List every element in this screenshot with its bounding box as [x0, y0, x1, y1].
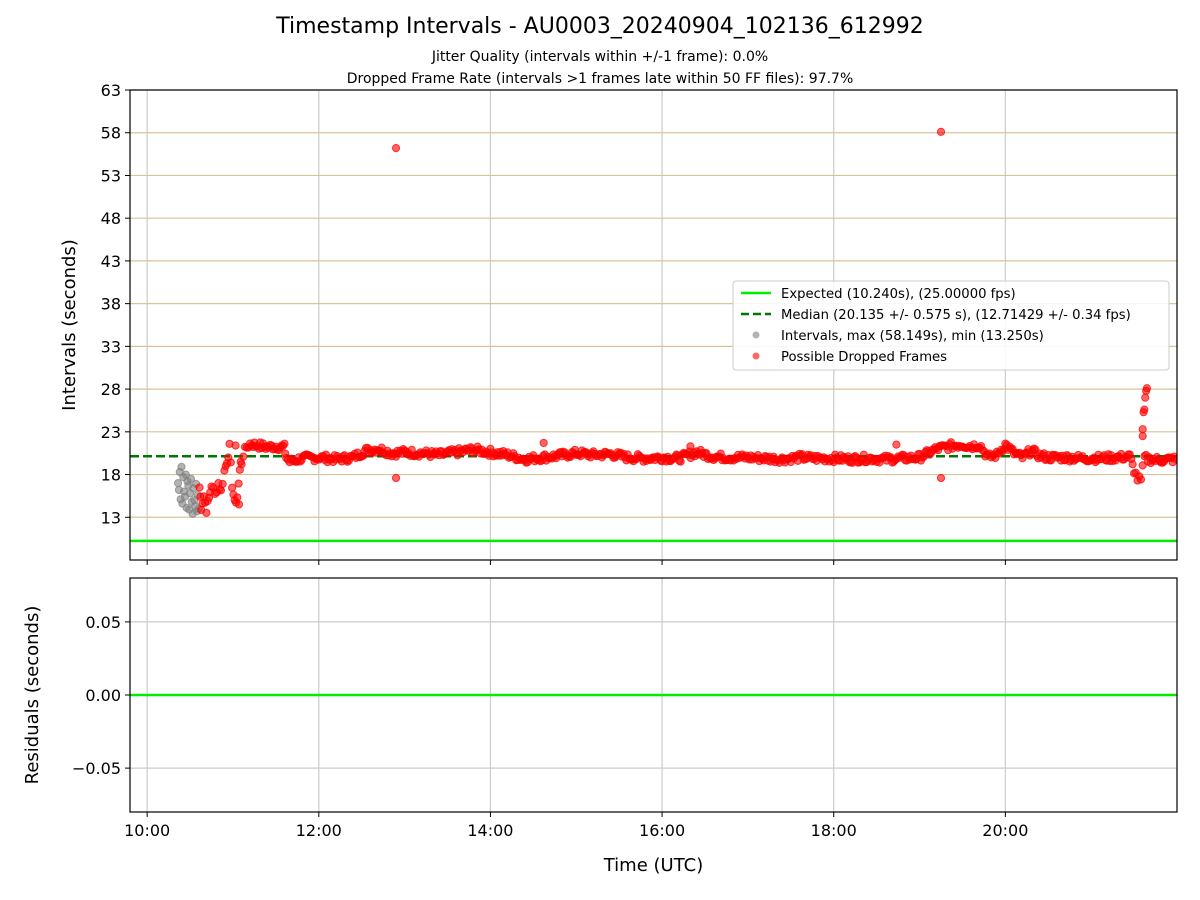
y-axis-label: Intervals (seconds) [59, 239, 80, 411]
dropped-frame-point [218, 479, 227, 489]
legend-label: Median (20.135 +/- 0.575 s), (12.71429 +… [781, 308, 1131, 323]
x-axis-label: Time (UTC) [603, 855, 704, 876]
bottom-plot-frame [129, 577, 1178, 813]
interval-point [173, 478, 183, 488]
dropped-frame-point [202, 508, 211, 517]
dropped-frame-outlier [686, 442, 695, 451]
dropped-frame-outlier [1138, 425, 1147, 434]
x-tick-label: 20:00 [982, 821, 1028, 840]
legend-box [732, 280, 1170, 371]
dropped-frame-point [1171, 455, 1177, 464]
legend-label: Expected (10.240s), (25.00000 fps) [781, 287, 1016, 302]
dropped-frame-outlier [1141, 393, 1150, 402]
y-tick-label: 63 [101, 81, 121, 100]
legend-dropped-swatch [752, 352, 760, 360]
top-plot-series [130, 127, 1177, 543]
dropped-frame-outlier [1140, 405, 1149, 414]
dropped-frame-point [195, 483, 204, 492]
legend-label: Intervals, max (58.149s), min (13.250s) [781, 329, 1044, 344]
y-tick-label: 53 [101, 166, 121, 185]
dropped-frame-point [676, 457, 685, 466]
dropped-frame-point [234, 479, 243, 488]
x-tick-label: 16:00 [639, 821, 685, 840]
legend-label: Possible Dropped Frames [781, 350, 947, 365]
dropped-frame-point [1136, 475, 1146, 484]
dropped-frame-outlier [391, 144, 401, 153]
x-tick-label: 18:00 [811, 821, 857, 840]
dropped-frame-point [226, 458, 235, 467]
dropped-frame-outlier [236, 457, 245, 466]
dropped-frame-outlier [1142, 384, 1152, 393]
legend-intervals-swatch [752, 331, 760, 339]
x-tick-label: 10:00 [124, 821, 170, 840]
dropped-frame-point [1128, 460, 1137, 469]
interval-point [186, 474, 196, 483]
y-tick-label: 0.05 [85, 613, 121, 632]
y-tick-label: 28 [101, 380, 121, 399]
dropped-frame-point [233, 493, 242, 502]
x-tick-label: 12:00 [296, 821, 342, 840]
y-tick-label: 58 [101, 124, 121, 143]
dropped-frame-outlier [539, 438, 548, 448]
dropped-frame-outlier [1138, 431, 1147, 441]
dropped-frame-outlier [892, 440, 901, 449]
x-tick-label: 14:00 [467, 821, 513, 840]
y-tick-label: 18 [101, 466, 121, 485]
dropped-frame-outlier [391, 473, 401, 483]
dropped-frame-outlier [936, 473, 946, 483]
y-tick-label: 48 [101, 209, 121, 228]
y-tick-label: 33 [101, 337, 121, 356]
y-tick-label: 13 [101, 508, 121, 527]
dropped-frame-outlier [231, 441, 240, 450]
y-tick-label: 43 [101, 252, 121, 271]
chart-title: Timestamp Intervals - AU0003_20240904_10… [276, 14, 924, 39]
y-tick-label: 38 [101, 295, 121, 314]
dropped-frame-outlier [936, 127, 946, 136]
dropped-frame-outlier [234, 500, 244, 509]
dropped-frame-rate-subtitle: Dropped Frame Rate (intervals >1 frames … [346, 71, 854, 87]
dropped-frame-point [280, 439, 289, 448]
interval-point [177, 462, 186, 471]
y-tick-label: −0.05 [72, 759, 121, 778]
dropped-frame-point [228, 483, 237, 492]
residuals-axis-label: Residuals (seconds) [22, 606, 43, 785]
jitter-quality-subtitle: Jitter Quality (intervals within +/-1 fr… [431, 49, 769, 65]
y-tick-label: 23 [101, 423, 121, 442]
top-plot-frame [129, 89, 1178, 561]
y-tick-label: 0.00 [85, 686, 121, 705]
